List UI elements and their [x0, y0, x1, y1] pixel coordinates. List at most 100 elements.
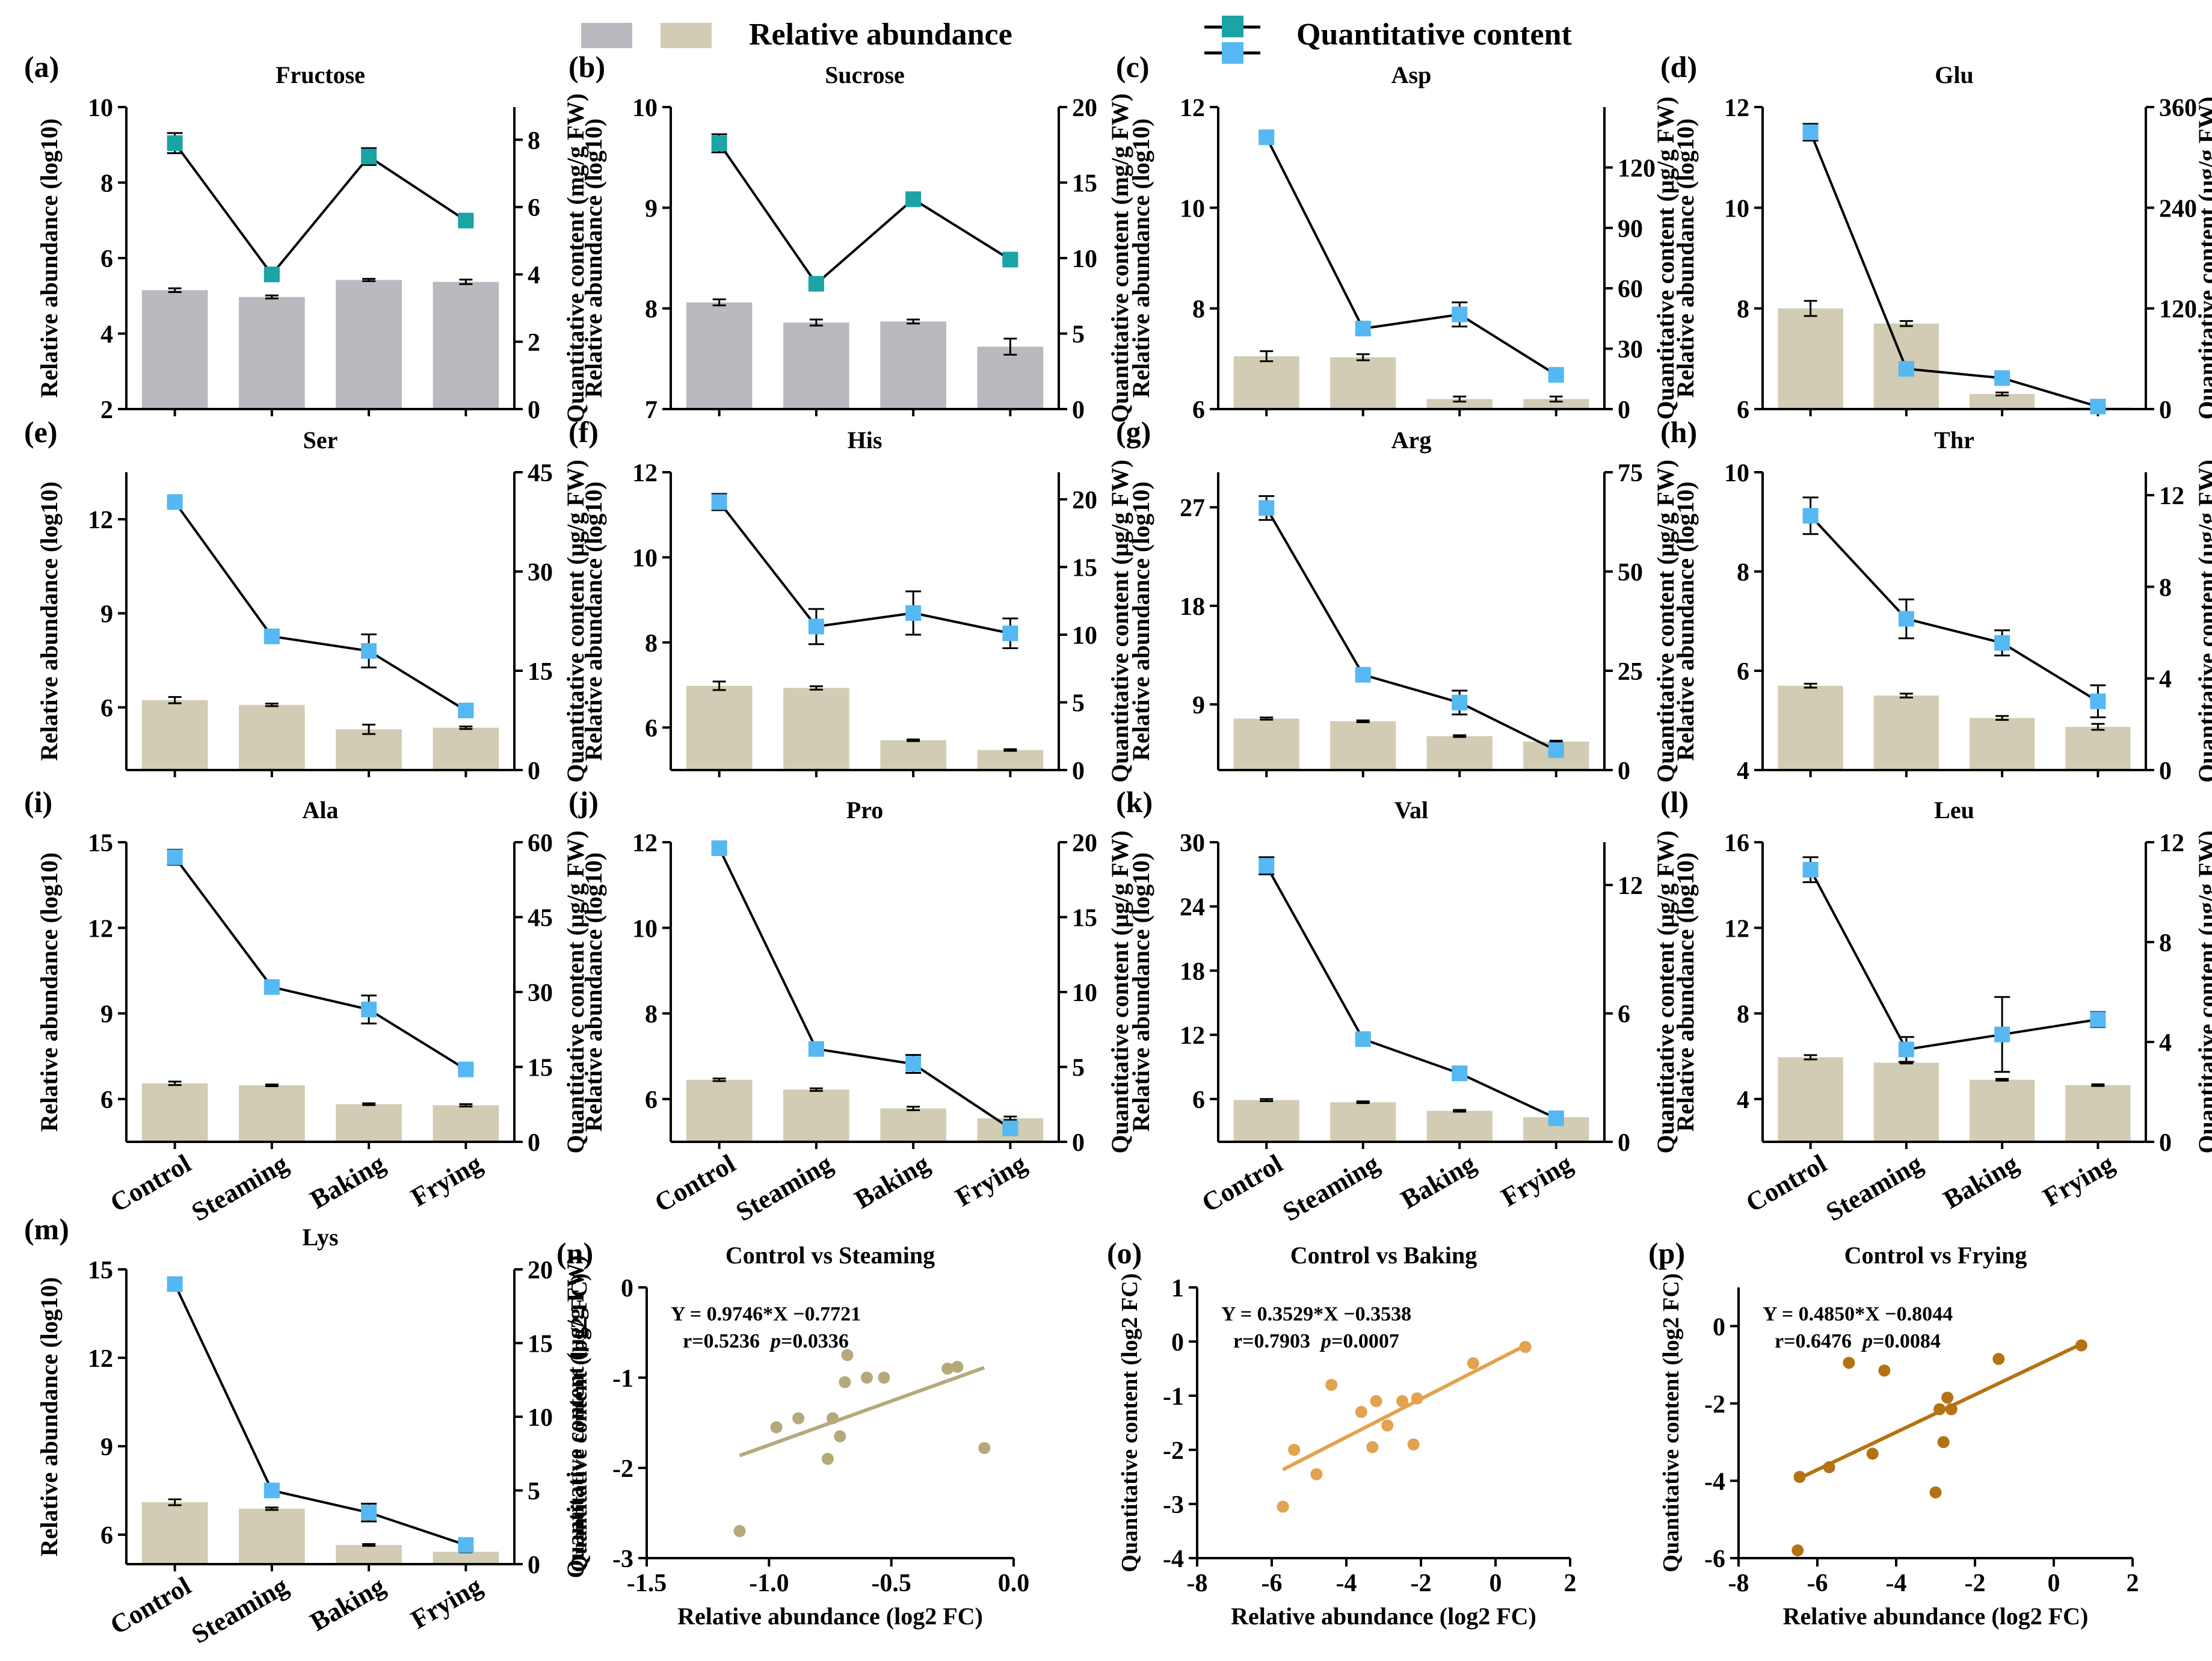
right-tick-label: 0 [1072, 396, 1085, 424]
panel-label: (d) [1660, 50, 1697, 84]
right-tick-label: 60 [528, 830, 553, 857]
right-tick-label: 12 [1618, 872, 1643, 900]
scatter-point [2075, 1339, 2087, 1352]
scatter-point [1791, 1544, 1804, 1557]
bar-error-baking [362, 278, 376, 282]
left-tick-label: 12 [88, 915, 113, 943]
x-tick-label: -6 [1807, 1570, 1828, 1597]
bar-baking [336, 1545, 402, 1564]
x-tick-label: 0.0 [998, 1570, 1030, 1597]
panel-label: (o) [1107, 1236, 1142, 1270]
bar-error-baking [907, 738, 920, 742]
right-axis-title: Quantitative content (μg/g FW) [1652, 830, 1679, 1153]
left-tick-label: 10 [632, 915, 658, 943]
panel-f: 6 8 10 12 0 5 10 15 20 (f) His Relative abundance (… [568, 415, 1133, 785]
left-tick-label: 8 [1192, 296, 1205, 324]
left-tick-label: 12 [632, 460, 658, 487]
bar-error-control [1804, 682, 1817, 689]
line-marker-control [1258, 129, 1275, 146]
right-tick-label: 0 [1618, 757, 1630, 785]
bar-error-control [168, 696, 182, 704]
line-marker-control [711, 494, 727, 510]
x-tick-label-frying: Frying [1496, 1148, 1577, 1212]
panel-label: (g) [1116, 415, 1151, 449]
line-marker-steaming [263, 267, 280, 283]
line-marker-frying [1548, 742, 1564, 758]
x-tick-label: -2 [1411, 1570, 1432, 1597]
bar-error-control [712, 1077, 726, 1082]
scatter-point [1407, 1438, 1420, 1450]
x-tick-label-steaming: Steaming [186, 1148, 293, 1227]
bar-error-baking [907, 318, 920, 325]
right-tick-label: 0 [1072, 757, 1085, 785]
right-tick-label: 240 [2159, 195, 2197, 223]
x-tick-label-control: Control [650, 1148, 741, 1218]
bar-steaming [1330, 357, 1396, 409]
bar-baking [1969, 1079, 2035, 1142]
panel-label: (b) [568, 50, 605, 84]
line-marker-control [711, 840, 727, 856]
right-tick-label: 0 [1072, 1129, 1085, 1157]
line-marker-frying [1002, 1120, 1018, 1136]
bar-steaming [239, 1508, 305, 1564]
line-marker-frying [1548, 1110, 1564, 1126]
y-tick-label: -2 [1163, 1437, 1184, 1465]
left-tick-label: 6 [1737, 396, 1749, 424]
left-tick-label: 8 [1737, 559, 1749, 587]
left-axis-title: Relative abundance (log10) [1672, 119, 1699, 398]
content-line [718, 501, 1011, 635]
left-tick-label: 10 [1724, 460, 1749, 487]
x-tick-label: -0.5 [871, 1570, 911, 1597]
regression-stats: r=0.7903 p=0.0007 [1233, 1330, 1399, 1352]
left-tick-label: 15 [88, 1257, 113, 1284]
x-tick-label: 0 [2048, 1570, 2060, 1597]
line-marker-baking [905, 605, 922, 621]
line-marker-frying [2090, 1011, 2106, 1028]
x-tick-label: -6 [1262, 1570, 1283, 1597]
panel-n: -3 -2 -1 0 -1.5 -1.0 -0.5 0.0 (n) Control vs Stea… [556, 1236, 1029, 1630]
panel-title: Control vs Steaming [726, 1242, 935, 1269]
line-marker-frying [458, 1061, 474, 1077]
line-marker-steaming [1898, 611, 1914, 627]
content-line [174, 501, 467, 712]
x-tick-label-steaming: Steaming [731, 1148, 837, 1227]
left-tick-label: 12 [632, 830, 658, 857]
panel-label: (j) [568, 785, 599, 819]
bar-error-control [1260, 1098, 1274, 1102]
bar-error-baking [1995, 391, 2009, 396]
left-tick-label: 4 [100, 321, 113, 349]
scatter-point [878, 1372, 890, 1384]
panel-title: Pro [846, 797, 883, 824]
scatter-point [834, 1430, 846, 1443]
bar-baking [880, 740, 946, 770]
p-value: =0.0336 [781, 1330, 849, 1352]
left-tick-label: 10 [1180, 195, 1205, 223]
left-tick-label: 6 [1737, 658, 1749, 686]
bar-steaming [1330, 1102, 1396, 1142]
right-tick-label: 5 [1072, 321, 1085, 349]
left-axis-title: Relative abundance (log10) [1127, 852, 1154, 1132]
right-tick-label: 4 [528, 262, 540, 289]
right-axis-title: Quantitative content (μg/g FW) [2193, 830, 2212, 1153]
scatter-point [841, 1349, 854, 1361]
bar-control [141, 1083, 208, 1142]
bar-error-frying [1003, 748, 1017, 752]
left-tick-label: 7 [645, 396, 658, 424]
panel-label: (p) [1648, 1236, 1685, 1270]
right-tick-label: 15 [528, 1331, 553, 1358]
scatter-point [1381, 1419, 1394, 1432]
y-axis-title: Quantitative content (log2 FC) [1659, 1273, 1684, 1572]
right-tick-label: 20 [1072, 487, 1097, 514]
right-tick-label: 6 [1618, 1001, 1630, 1029]
panel-label: (i) [24, 785, 52, 819]
line-marker-frying [458, 703, 474, 718]
line-marker-frying [458, 1537, 474, 1553]
line-marker-control [167, 135, 183, 151]
line-marker-baking [361, 149, 377, 165]
bar-error-control [712, 298, 726, 307]
line-marker-control [711, 135, 727, 152]
